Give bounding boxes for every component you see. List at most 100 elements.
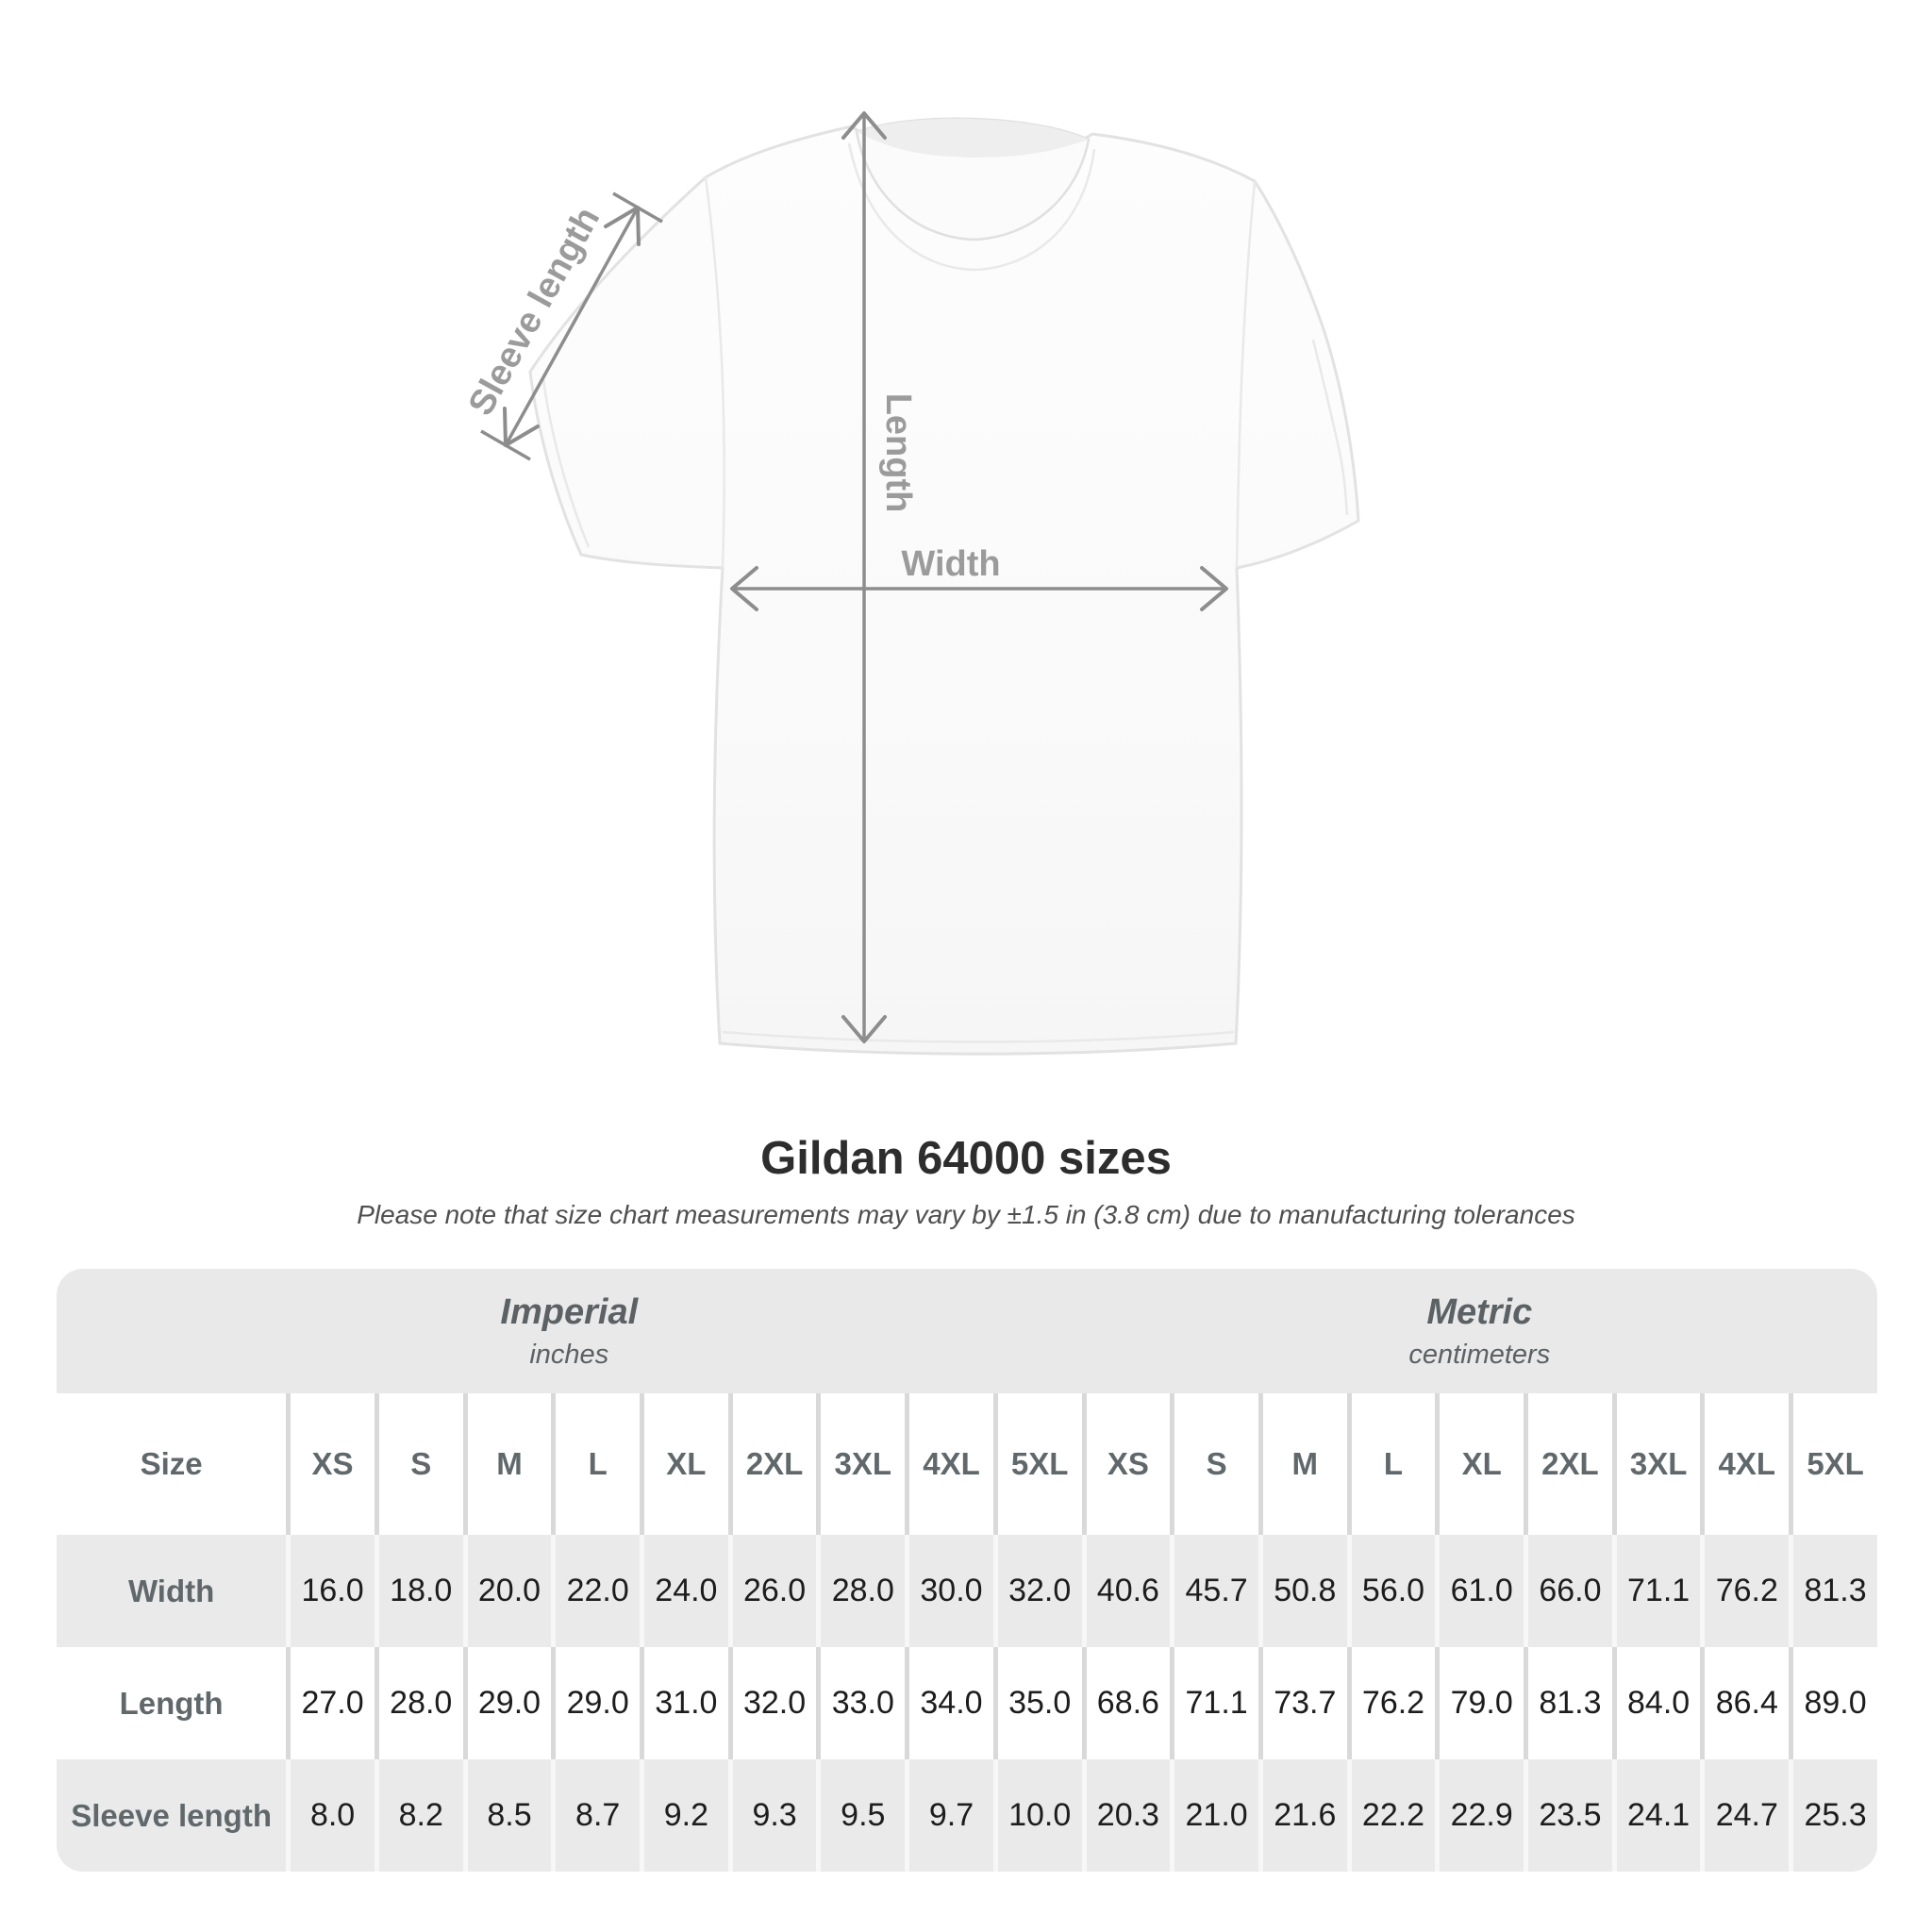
size-col-metric-l: L [1346,1393,1436,1535]
imperial-section-title: Imperial [500,1292,639,1332]
value-cell: 24.1 [1611,1759,1701,1872]
value-cell: 22.2 [1346,1759,1436,1872]
size-col-imperial-l: L [551,1393,641,1535]
value-cell: 10.0 [992,1759,1082,1872]
value-cell: 20.0 [462,1535,552,1647]
size-col-metric-m: M [1257,1393,1347,1535]
width-label: Width [901,544,1000,584]
page-title: Gildan 64000 sizes [760,1133,1172,1184]
value-cell: 25.3 [1789,1759,1877,1872]
value-cell: 27.0 [286,1647,375,1759]
length-label: Length [878,393,918,513]
size-col-metric-xs: XS [1081,1393,1171,1535]
value-cell: 76.2 [1346,1647,1436,1759]
unit-band-row: Imperial inches Metric centimeters [57,1269,1877,1393]
value-cell: 21.6 [1257,1759,1347,1872]
metric-section-header: Metric centimeters [1081,1269,1877,1393]
value-cell: 9.7 [905,1759,993,1872]
value-cell: 66.0 [1524,1535,1612,1647]
tolerance-note: Please note that size chart measurements… [357,1200,1575,1229]
value-cell: 28.0 [374,1647,463,1759]
size-col-imperial-m: M [462,1393,552,1535]
value-cell: 32.0 [727,1647,817,1759]
size-col-metric-3xl: 3XL [1611,1393,1701,1535]
size-col-metric-s: S [1170,1393,1258,1535]
value-cell: 89.0 [1789,1647,1877,1759]
left-cuff-seam [541,378,591,548]
size-col-imperial-s: S [374,1393,463,1535]
size-col-imperial-xl: XL [640,1393,728,1535]
right-cuff-seam [1311,339,1349,516]
value-cell: 8.0 [286,1759,375,1872]
sleeve-length-row: Sleeve length 8.0 8.2 8.5 8.7 9.2 9.3 9.… [57,1759,1877,1872]
value-cell: 22.9 [1435,1759,1524,1872]
value-cell: 24.0 [640,1535,728,1647]
value-cell: 21.0 [1170,1759,1258,1872]
size-col-imperial-5xl: 5XL [992,1393,1082,1535]
value-cell: 23.5 [1524,1759,1612,1872]
value-cell: 24.7 [1700,1759,1790,1872]
value-cell: 56.0 [1346,1535,1436,1647]
value-cell: 68.6 [1081,1647,1171,1759]
value-cell: 29.0 [462,1647,552,1759]
value-cell: 86.4 [1700,1647,1790,1759]
length-row-label: Length [57,1647,287,1759]
size-col-metric-xl: XL [1435,1393,1524,1535]
imperial-section-unit: inches [529,1340,609,1370]
value-cell: 61.0 [1435,1535,1524,1647]
right-sleeve-seam [1235,180,1257,569]
size-col-metric-2xl: 2XL [1524,1393,1612,1535]
tshirt-measurement-diagram: Length Width Sleeve length [461,111,1360,1056]
value-cell: 81.3 [1524,1647,1612,1759]
size-col-imperial-2xl: 2XL [727,1393,817,1535]
collar-band-seam [847,142,1096,272]
value-cell: 9.5 [816,1759,906,1872]
value-cell: 32.0 [992,1535,1082,1647]
size-col-metric-5xl: 5XL [1789,1393,1877,1535]
size-col-metric-4xl: 4XL [1700,1393,1790,1535]
value-cell: 18.0 [374,1535,463,1647]
metric-section-unit: centimeters [1408,1340,1551,1370]
value-cell: 71.1 [1611,1535,1701,1647]
size-col-imperial-xs: XS [286,1393,375,1535]
value-cell: 33.0 [816,1647,906,1759]
value-cell: 79.0 [1435,1647,1524,1759]
value-cell: 22.0 [551,1535,641,1647]
size-chart: Imperial inches Metric centimeters Size … [57,1269,1877,1872]
metric-section-title: Metric [1426,1292,1533,1332]
value-cell: 28.0 [816,1535,906,1647]
value-cell: 31.0 [640,1647,728,1759]
left-sleeve-seam [704,176,725,569]
value-cell: 40.6 [1081,1535,1171,1647]
collar-inner-shadow [857,118,1089,158]
size-col-imperial-3xl: 3XL [816,1393,906,1535]
value-cell: 34.0 [905,1647,993,1759]
tshirt-photo [528,117,1360,1056]
width-dimension-arrow: Width [730,544,1228,611]
value-cell: 9.3 [727,1759,817,1872]
value-cell: 9.2 [640,1759,728,1872]
value-cell: 26.0 [727,1535,817,1647]
value-cell: 20.3 [1081,1759,1171,1872]
size-chart-table: Imperial inches Metric centimeters Size … [57,1269,1877,1872]
length-row: Length 27.0 28.0 29.0 29.0 31.0 32.0 33.… [57,1647,1877,1759]
value-cell: 73.7 [1257,1647,1347,1759]
width-row: Width 16.0 18.0 20.0 22.0 24.0 26.0 28.0… [57,1535,1877,1647]
value-cell: 84.0 [1611,1647,1701,1759]
size-column-header: Size [57,1393,287,1535]
value-cell: 50.8 [1257,1535,1347,1647]
value-cell: 8.2 [374,1759,463,1872]
width-row-label: Width [57,1535,287,1647]
value-cell: 8.5 [462,1759,552,1872]
hem-seam [722,1030,1235,1043]
length-dimension-arrow: Length [841,111,918,1043]
value-cell: 8.7 [551,1759,641,1872]
size-col-imperial-4xl: 4XL [905,1393,993,1535]
size-header-row: Size XS S M L XL 2XL 3XL 4XL 5XL XS S M … [57,1393,1877,1535]
value-cell: 30.0 [905,1535,993,1647]
value-cell: 45.7 [1170,1535,1258,1647]
value-cell: 35.0 [992,1647,1082,1759]
value-cell: 76.2 [1700,1535,1790,1647]
value-cell: 71.1 [1170,1647,1258,1759]
imperial-section-header: Imperial inches [57,1269,1082,1393]
